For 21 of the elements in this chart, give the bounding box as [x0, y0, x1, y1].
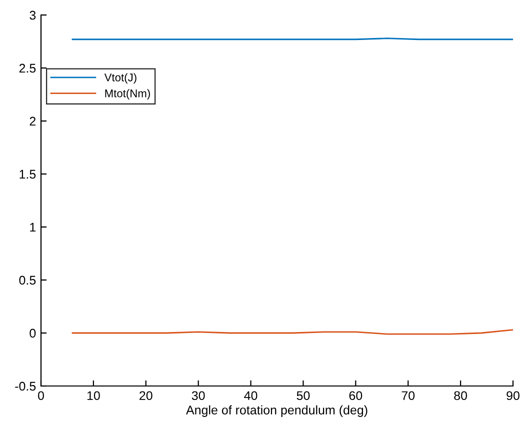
- x-axis-title: Angle of rotation pendulum (deg): [186, 405, 368, 417]
- legend-label: Mtot(Nm): [105, 89, 150, 100]
- y-tick-label: 1.5: [20, 170, 36, 179]
- y-tick-label: 2.5: [19, 64, 36, 73]
- y-tick-label: 0.5: [19, 276, 36, 285]
- legend-label: Vtot(J): [104, 73, 136, 84]
- y-tick-label: 1: [30, 222, 36, 232]
- x-tick-label: 80: [454, 391, 468, 400]
- x-tick-label: 40: [244, 391, 258, 400]
- x-tick-label: 90: [506, 391, 520, 400]
- y-tick-label: 2: [30, 116, 36, 126]
- x-tick-label: 10: [87, 391, 100, 400]
- x-tick-label: 20: [140, 391, 152, 400]
- x-tick-label: 50: [296, 391, 310, 400]
- x-tick-label: 60: [349, 391, 362, 400]
- y-tick-label: 0: [30, 328, 36, 338]
- x-tick-label: 0: [38, 391, 44, 400]
- x-tick-label: 70: [402, 391, 415, 400]
- y-tick-label: -0.5: [15, 382, 36, 391]
- y-tick-label: 3: [30, 10, 36, 20]
- x-tick-label: 30: [192, 391, 205, 400]
